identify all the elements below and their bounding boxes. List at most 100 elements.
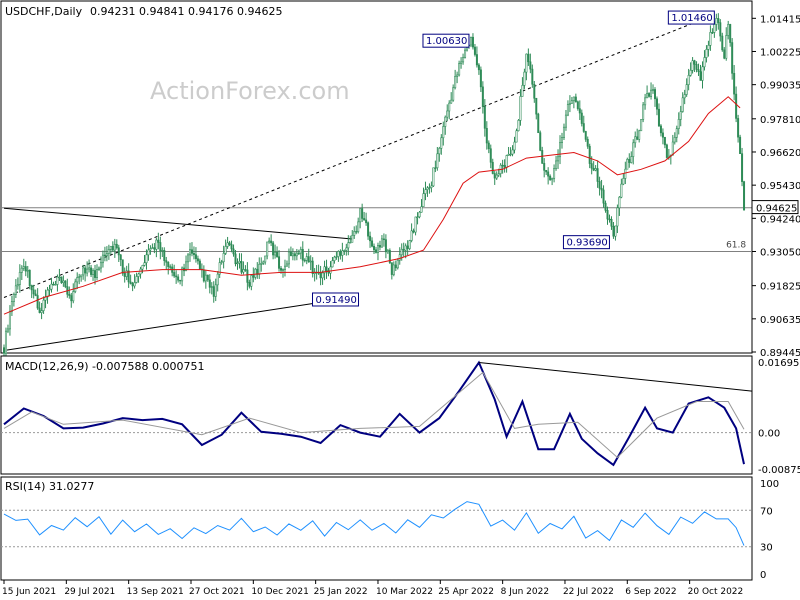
price-candle-body: [64, 280, 67, 287]
price-candle-body: [376, 245, 379, 253]
price-candle-body: [531, 68, 534, 85]
price-candle-body: [739, 136, 742, 154]
price-candle-body: [369, 235, 372, 242]
price-candle-body: [272, 242, 275, 256]
price-candle-body: [78, 276, 81, 278]
price-candle-body: [159, 242, 162, 252]
price-candle-body: [707, 45, 710, 50]
price-candle-body: [258, 263, 261, 275]
price-candle-body: [333, 256, 336, 261]
price-candle-body: [440, 137, 443, 149]
price-candle-body: [673, 137, 676, 143]
time-tick-label: 10 Mar 2022: [376, 587, 433, 597]
price-candle-body: [596, 168, 599, 182]
price-candle-body: [92, 270, 95, 275]
price-candle-body: [448, 102, 451, 112]
price-candle-body: [559, 142, 562, 158]
annotation-box: [312, 292, 360, 307]
price-candle-body: [557, 156, 560, 162]
price-candle-body: [586, 139, 589, 147]
price-candle-body: [594, 168, 597, 171]
price-candle-body: [671, 141, 674, 156]
price-candle-body: [485, 127, 488, 144]
price-candle-body: [473, 46, 476, 55]
price-candle-body: [131, 283, 134, 287]
price-candle-body: [471, 36, 474, 48]
price-candle-body: [173, 272, 176, 277]
price-candle-body: [222, 253, 225, 263]
price-candle-body: [161, 249, 164, 252]
price-candle-body: [345, 247, 348, 251]
price-candle-body: [444, 116, 447, 127]
price-candle-body: [458, 63, 461, 76]
price-candle-body: [24, 266, 27, 272]
price-candle-body: [562, 126, 565, 138]
price-candle-body: [511, 149, 514, 155]
price-tick-label: 1.00225: [760, 47, 800, 58]
price-candle-body: [733, 73, 736, 95]
price-candle-body: [153, 247, 156, 250]
annotation-label: 0.91490: [316, 295, 357, 306]
price-candle-body: [469, 36, 472, 46]
price-candle-body: [353, 231, 356, 236]
price-candle-body: [327, 270, 330, 274]
price-candle-body: [452, 87, 455, 101]
price-candle-body: [157, 239, 160, 243]
price-candle-body: [477, 64, 480, 71]
price-candle-body: [570, 100, 573, 104]
price-candle-body: [283, 265, 286, 270]
price-candle-body: [679, 111, 682, 120]
price-candle-body: [34, 293, 37, 296]
price-candle-body: [373, 245, 376, 251]
price-candle-body: [208, 279, 211, 288]
price-candle-body: [220, 261, 223, 263]
price-candle-body: [430, 185, 433, 188]
price-candle-body: [101, 254, 104, 264]
price-candle-body: [179, 279, 182, 282]
price-candle-body: [280, 268, 283, 271]
price-candle-body: [121, 259, 124, 274]
price-candle-body: [483, 106, 486, 129]
price-candle-body: [151, 247, 154, 249]
price-candle-body: [438, 148, 441, 155]
price-candle-body: [432, 167, 435, 187]
price-candle-body: [177, 276, 180, 281]
price-candle-body: [416, 216, 419, 218]
price-tick-label: 0.96620: [760, 148, 800, 159]
price-candle-body: [675, 128, 678, 138]
price-candle-body: [529, 61, 532, 70]
current-price-label: 0.94625: [756, 204, 797, 215]
price-candle-body: [185, 261, 188, 272]
moving-average-line: [3, 96, 741, 315]
price-tick-label: 0.93050: [760, 248, 800, 259]
price-candle-body: [218, 262, 221, 275]
time-tick-label: 25 Apr 2022: [438, 587, 494, 597]
price-candle-body: [636, 136, 639, 140]
price-candle-body: [723, 49, 726, 59]
price-annotations: 1.00630 1.01460 0.93690 0.91490 61.8: [312, 10, 746, 307]
price-candle-body: [335, 256, 338, 258]
price-candle-body: [634, 136, 637, 144]
price-candle-body: [127, 270, 130, 283]
annotation-label: 1.01460: [671, 13, 712, 24]
price-candle-body: [378, 245, 381, 248]
price-candle-body: [40, 310, 43, 313]
price-candle-body: [194, 254, 197, 260]
price-candle-body: [54, 284, 57, 286]
price-candle-body: [107, 249, 110, 254]
price-candle-body: [76, 277, 79, 283]
price-candle-body: [652, 89, 655, 91]
price-candle-body: [297, 252, 300, 255]
price-candle-body: [214, 284, 217, 297]
price-candle-body: [717, 18, 720, 23]
price-candle-body: [28, 269, 31, 286]
price-tick-label: 0.94240: [760, 214, 800, 225]
price-candle-body: [14, 285, 17, 295]
price-candle-body: [398, 254, 401, 261]
price-candle-body: [58, 276, 61, 279]
time-tick-label: 29 Jul 2021: [64, 587, 115, 597]
price-candle-body: [394, 264, 397, 269]
price-candle-body: [99, 262, 102, 269]
price-candle-body: [149, 248, 152, 251]
price-candle-body: [523, 71, 526, 86]
